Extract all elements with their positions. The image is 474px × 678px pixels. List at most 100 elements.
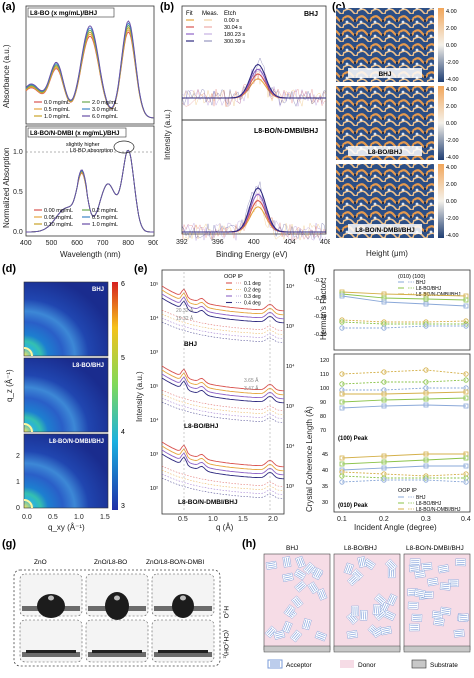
panel-a-bottom-tag: L8-BO/N-DMBI (x mg/mL)/BHJ (30, 130, 120, 137)
legend-substrate-swatch (412, 660, 426, 668)
panel-e-label: (e) (134, 263, 148, 275)
legend-substrate: Substrate (430, 662, 458, 669)
panel-g-col-1: ZnO (34, 559, 47, 566)
series-line (342, 476, 466, 478)
acceptor-domain (458, 614, 469, 622)
colorbar-tick: -2.00 (446, 138, 459, 144)
panel-f-ylabel-top: Herman's Factor (319, 281, 328, 340)
y-tick-label: 10⁵ (150, 281, 158, 288)
x-tick-label: 392 (176, 239, 188, 246)
panel-b-ylabel: Intensity (a.u.) (163, 109, 172, 160)
panel-a-top-tag: L8-BO (x mg/mL)/BHJ (30, 10, 98, 17)
x-tick-label: 0.2 (379, 516, 389, 523)
legend-entry: 0.00 mg/mL (44, 208, 73, 214)
panel-h-col-3: L8-BO/N-DMBI/BHJ (406, 545, 464, 552)
giwaxs-profile-ip (162, 478, 284, 499)
panel-d-xlabel: q_xy (Å⁻¹) (48, 523, 85, 532)
colorbar-tick: 5 (121, 355, 125, 362)
x-tick-label: 0.0 (22, 514, 32, 521)
x-tick-label: 408 (320, 239, 330, 246)
panel-h-col-2: L8-BO/BHJ (344, 545, 377, 552)
panel-h: (h) BHJ L8-BO/BHJ L8-BO/N-DMBI/BHJ Accep… (240, 536, 474, 673)
panel-h-col-1: BHJ (286, 545, 298, 552)
colorbar-tick: 0.00 (446, 43, 457, 49)
series-line (342, 388, 466, 390)
acceptor-domain (266, 561, 277, 570)
series-line (342, 320, 466, 322)
y-tick-label: 35 (322, 484, 328, 490)
y-tick-label: 10³ (150, 350, 158, 356)
colorbar-tick: 3 (121, 503, 125, 510)
y-tick-label: 1 (16, 479, 20, 486)
panel-d-label: (d) (2, 263, 16, 275)
colorbar-tick: -2.00 (446, 60, 459, 66)
panel-g-label: (g) (2, 538, 16, 550)
legend-header: OOP IP (224, 274, 243, 280)
legend-entry: 1.0 mg/mL (92, 222, 118, 228)
droplet-flat (158, 650, 208, 653)
x-tick-label: 900 (148, 240, 158, 247)
panel-b-top-tag: BHJ (304, 11, 318, 18)
giwaxs-tag: BHJ (92, 287, 104, 293)
y-tick-label-right: 10⁴ (286, 443, 295, 450)
legend-entry: 2.0 mg/mL (92, 100, 118, 106)
legend-donor: Donor (358, 662, 377, 669)
substrate-layer (404, 646, 470, 652)
panel-f-curves (340, 290, 468, 484)
legend-entry: 0.4 deg (244, 301, 261, 307)
panel-f-peak-010: (010) Peak (338, 503, 368, 509)
x-tick-label: 0.5 (48, 514, 58, 521)
legend-entry: 0.2 deg (244, 288, 261, 294)
panel-a-top-legend: 0.0 mg/mL0.5 mg/mL1.0 mg/mL2.0 mg/mL3.0 … (34, 100, 118, 120)
colorbar-tick: -2.00 (446, 216, 459, 222)
acceptor-domain (347, 630, 358, 639)
series-line (342, 392, 466, 394)
y-tick-label: 110 (320, 372, 329, 378)
legend-entry: 1.0 mg/mL (44, 114, 70, 120)
series-line (342, 398, 466, 402)
panel-g-row-1: H₂O (222, 606, 229, 618)
legend-entry: 0.3 deg (244, 294, 261, 300)
x-tick-label: 0.4 (461, 516, 471, 523)
panel-b-legend-fit: Fit (186, 11, 193, 17)
y-tick-label-right: 10⁴ (286, 363, 295, 370)
xps-fit (182, 194, 326, 232)
colorbar-tick: 0.00 (446, 121, 457, 127)
panel-a-plot: (a) L8-BO (x mg/mL)/BHJ 0.0 mg/mL0.5 mg/… (0, 0, 158, 260)
panel-e-tag-l8: L8-BO/BHJ (184, 423, 219, 430)
panel-g-plot: (g) ZnO ZnO/L8-BO ZnO/L8-BO/N-DMBI H₂O (… (0, 536, 238, 673)
acceptor-domain (427, 578, 438, 587)
colorbar-tick: -4.00 (446, 155, 459, 161)
y-tick-label: 10⁵ (150, 383, 158, 390)
panel-f-plot: (f) (010) (100) BHJL8-BO/BHJL8-BO/N-DMBI… (302, 262, 474, 532)
colorbar-tick: -4.00 (446, 77, 459, 83)
legend-entry: 0.05 mg/mL (44, 215, 73, 221)
panel-a-ylabel-bottom: Normalized Absorption (2, 148, 11, 228)
panel-g-droplets (14, 570, 220, 666)
y-tick-label: 0 (16, 505, 20, 512)
y-tick-label: 100 (320, 386, 329, 392)
panel-b-curves (182, 58, 326, 241)
acceptor-domain (412, 614, 422, 622)
series-line (342, 480, 466, 482)
colorbar-tick: -4.00 (446, 233, 459, 239)
y-tick-label: 2 (16, 453, 20, 460)
series-line (342, 454, 466, 458)
y-tick-label-right: 10⁴ (286, 283, 295, 290)
y-tick-label: 40 (322, 468, 328, 474)
x-tick-label: 1.5 (100, 514, 110, 521)
panel-b-xlabel: Binding Energy (eV) (216, 250, 288, 259)
y-tick-label: 30 (322, 500, 328, 506)
x-tick-label: 500 (46, 240, 58, 247)
y-tick-label: 10⁴ (150, 417, 159, 424)
giwaxs-map (24, 358, 108, 432)
x-tick-label: 400 (20, 240, 32, 247)
acceptor-domain (351, 606, 358, 616)
giwaxs-profile-ip (162, 394, 284, 415)
